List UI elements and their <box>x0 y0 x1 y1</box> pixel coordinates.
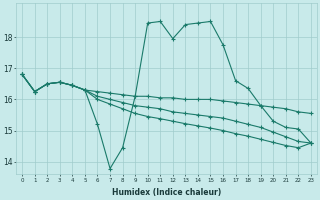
X-axis label: Humidex (Indice chaleur): Humidex (Indice chaleur) <box>112 188 221 197</box>
